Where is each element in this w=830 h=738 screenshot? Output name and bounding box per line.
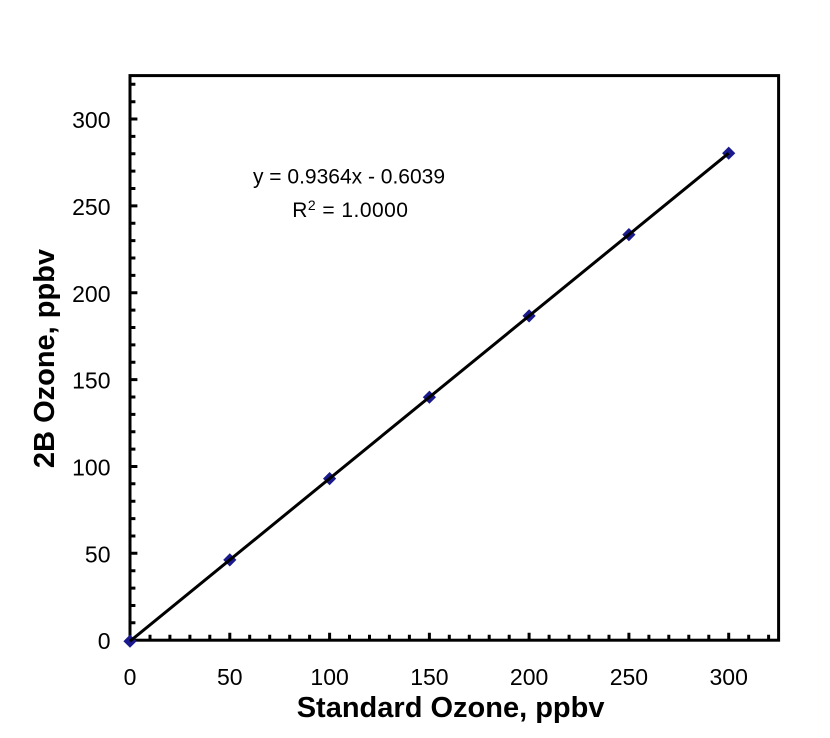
svg-text:0: 0 <box>98 628 111 654</box>
svg-text:0: 0 <box>124 664 137 690</box>
svg-text:250: 250 <box>72 194 110 220</box>
svg-text:150: 150 <box>410 664 448 690</box>
svg-text:100: 100 <box>310 664 348 690</box>
svg-text:300: 300 <box>710 664 748 690</box>
svg-text:50: 50 <box>85 541 111 567</box>
svg-text:250: 250 <box>610 664 648 690</box>
svg-text:200: 200 <box>510 664 548 690</box>
svg-text:Standard Ozone, ppbv: Standard Ozone, ppbv <box>297 692 605 724</box>
svg-text:200: 200 <box>72 281 110 307</box>
svg-text:2B Ozone, ppbv: 2B Ozone, ppbv <box>29 249 61 468</box>
svg-text:y = 0.9364x - 0.6039: y = 0.9364x - 0.6039 <box>253 166 445 189</box>
svg-text:300: 300 <box>72 107 110 133</box>
svg-text:100: 100 <box>72 455 110 481</box>
svg-text:150: 150 <box>72 368 110 394</box>
svg-text:50: 50 <box>217 664 243 690</box>
